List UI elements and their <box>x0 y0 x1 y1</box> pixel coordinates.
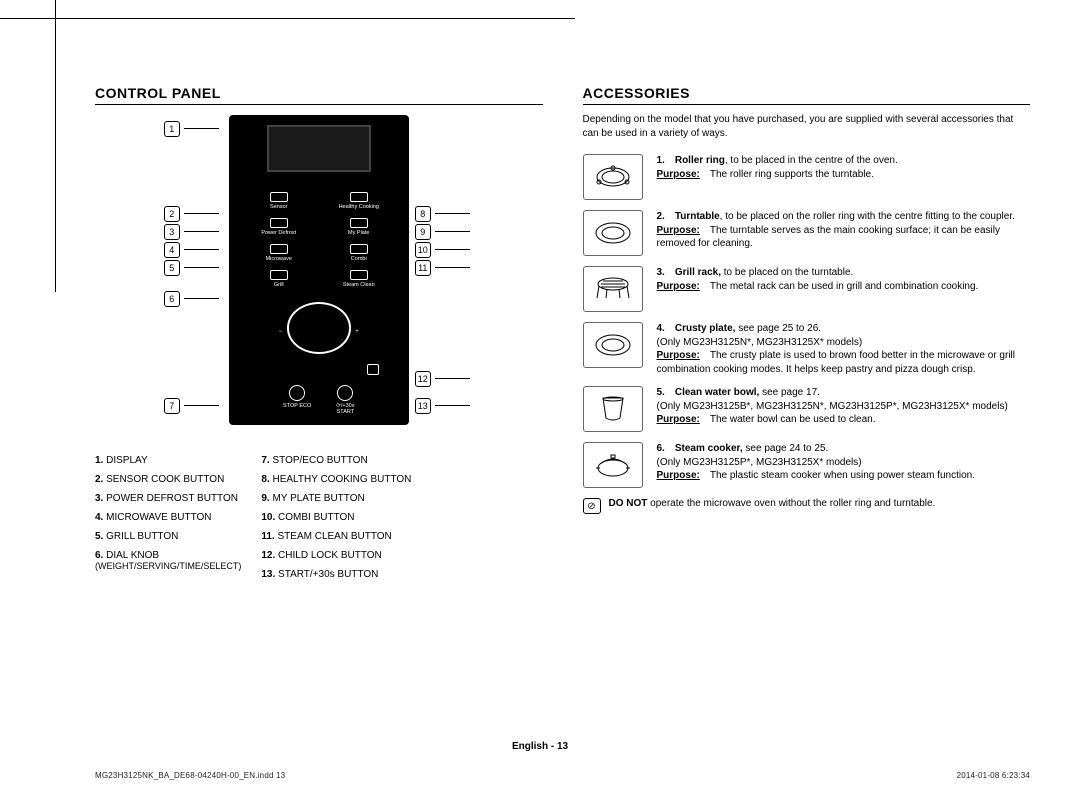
legend-item: 11. STEAM CLEAN BUTTON <box>261 531 411 542</box>
legend-item: 12. CHILD LOCK BUTTON <box>261 550 411 561</box>
accessory-text: 6. Steam cooker, see page 24 to 25.(Only… <box>657 442 1031 483</box>
ring-icon <box>583 154 643 200</box>
panel-btn-steam-clean: Steam Clean <box>319 270 399 288</box>
callout-10: 10 <box>415 241 474 258</box>
bowl-icon <box>583 386 643 432</box>
legend-item: 3. POWER DEFROST BUTTON <box>95 493 241 504</box>
accessories-intro: Depending on the model that you have pur… <box>583 113 1031 140</box>
legend-item: 13. START/+30s BUTTON <box>261 569 411 580</box>
panel-btn-my-plate: My Plate <box>319 218 399 236</box>
control-panel-legend: 1. DISPLAY 2. SENSOR COOK BUTTON 3. POWER … <box>95 455 543 588</box>
legend-item: 4. MICROWAVE BUTTON <box>95 512 241 523</box>
legend-item: 9. MY PLATE BUTTON <box>261 493 411 504</box>
warning-text: DO NOT operate the microwave oven withou… <box>609 498 936 509</box>
footer-file: MG23H3125NK_BA_DE68-04240H-00_EN.indd 13 <box>95 771 285 780</box>
control-panel-illustration: SensorHealthy CookingPower DefrostMy Pla… <box>229 115 409 425</box>
accessory-item: 1. Roller ring, to be placed in the cent… <box>583 154 1031 200</box>
accessory-item: 3. Grill rack, to be placed on the turnt… <box>583 266 1031 312</box>
accessory-text: 2. Turntable, to be placed on the roller… <box>657 210 1031 251</box>
panel-btn-microwave: Microwave <box>239 244 319 262</box>
stop-eco-icon: STOP ECO <box>283 385 311 415</box>
callout-8: 8 <box>415 205 474 222</box>
accessory-item: 4. Crusty plate, see page 25 to 26.(Only… <box>583 322 1031 376</box>
legend-item: 10. COMBI BUTTON <box>261 512 411 523</box>
rack-icon <box>583 266 643 312</box>
display-window-icon <box>267 125 371 172</box>
start-icon: ⟳/+30sSTART <box>336 385 354 415</box>
accessory-text: 1. Roller ring, to be placed in the cent… <box>657 154 1031 181</box>
callout-2: 2 <box>164 205 223 222</box>
control-panel-heading: CONTROL PANEL <box>95 85 543 105</box>
dial-icon <box>287 302 351 353</box>
accessory-item: 2. Turntable, to be placed on the roller… <box>583 210 1031 256</box>
legend-item: 7. STOP/ECO BUTTON <box>261 455 411 466</box>
callout-9: 9 <box>415 223 474 240</box>
panel-btn-grill: Grill <box>239 270 319 288</box>
accessory-text: 3. Grill rack, to be placed on the turnt… <box>657 266 1031 293</box>
accessory-text: 5. Clean water bowl, see page 17.(Only M… <box>657 386 1031 427</box>
accessories-section: ACCESSORIES Depending on the model that … <box>583 85 1031 588</box>
plate-icon <box>583 322 643 368</box>
accessory-item: 5. Clean water bowl, see page 17.(Only M… <box>583 386 1031 432</box>
legend-item: 6. DIAL KNOB(WEIGHT/SERVING/TIME/SELECT) <box>95 550 241 571</box>
warning-row: ⊘ DO NOT operate the microwave oven with… <box>583 498 1031 514</box>
warning-icon: ⊘ <box>583 498 601 514</box>
panel-diagram: 1234567 SensorHealthy CookingPower Defro… <box>95 115 543 425</box>
footer-date: 2014-01-08 6:23:34 <box>957 771 1030 780</box>
callout-11: 11 <box>415 259 474 276</box>
page-number: English - 13 <box>0 741 1080 752</box>
callout-5: 5 <box>164 259 223 276</box>
lock-icon <box>367 364 379 375</box>
panel-btn-healthy-cooking: Healthy Cooking <box>319 192 399 210</box>
accessory-text: 4. Crusty plate, see page 25 to 26.(Only… <box>657 322 1031 376</box>
plate-icon <box>583 210 643 256</box>
legend-item: 8. HEALTHY COOKING BUTTON <box>261 474 411 485</box>
callout-12: 12 <box>415 370 474 387</box>
callout-4: 4 <box>164 241 223 258</box>
callout-3: 3 <box>164 223 223 240</box>
pot-icon <box>583 442 643 488</box>
legend-item: 1. DISPLAY <box>95 455 241 466</box>
control-panel-section: CONTROL PANEL 1234567 SensorHealthy Cook… <box>95 85 543 588</box>
accessory-item: 6. Steam cooker, see page 24 to 25.(Only… <box>583 442 1031 488</box>
panel-btn-power-defrost: Power Defrost <box>239 218 319 236</box>
legend-item: 5. GRILL BUTTON <box>95 531 241 542</box>
callout-13: 13 <box>415 397 474 414</box>
panel-btn-sensor: Sensor <box>239 192 319 210</box>
callout-1: 1 <box>164 120 223 137</box>
callout-6: 6 <box>164 290 223 307</box>
accessories-heading: ACCESSORIES <box>583 85 1031 105</box>
callout-7: 7 <box>164 397 223 414</box>
panel-btn-combi: Combi <box>319 244 399 262</box>
legend-item: 2. SENSOR COOK BUTTON <box>95 474 241 485</box>
